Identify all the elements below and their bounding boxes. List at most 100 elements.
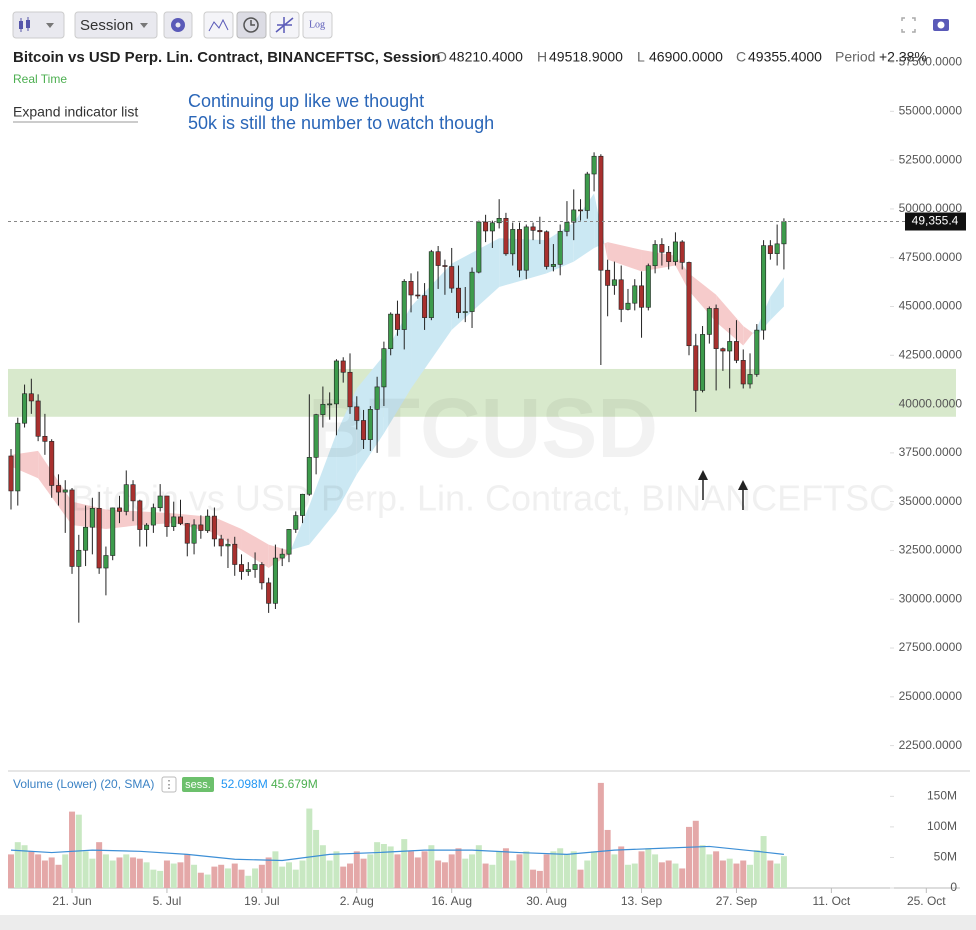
volume-bar: [170, 863, 177, 888]
volume-bar: [591, 851, 598, 888]
candle-body: [306, 457, 312, 495]
candle-body: [435, 251, 441, 266]
volume-bar: [774, 863, 781, 888]
volume-bar: [557, 848, 564, 888]
candle-body: [639, 285, 645, 308]
x-tick-label: 25. Oct: [907, 894, 946, 908]
candle-body: [510, 229, 516, 255]
candle-body: [733, 341, 739, 361]
volume-bar: [570, 851, 577, 888]
icon: [208, 18, 229, 32]
volume-bar: [747, 864, 754, 888]
volume-bar: [69, 811, 76, 888]
volume-bar: [48, 857, 55, 888]
ribbon: [336, 388, 357, 512]
indicator-button[interactable]: [203, 11, 234, 39]
ribbon: [607, 242, 642, 272]
volume-bar: [380, 844, 387, 888]
candle-body: [469, 271, 475, 312]
ribbon: [290, 505, 310, 550]
volume-bar: [584, 860, 591, 888]
fullscreen-button[interactable]: [901, 17, 916, 33]
candle-body: [489, 222, 495, 232]
candle-body: [666, 251, 672, 262]
y-tick-label: 45000.0000: [899, 299, 963, 313]
candle-body: [320, 403, 326, 415]
ohlc-value: 48210.4000: [449, 49, 523, 65]
volume-bar: [333, 851, 340, 888]
volume-bar: [604, 829, 611, 888]
candle-body: [55, 485, 61, 493]
volume-bar: [197, 872, 204, 888]
volume-bar: [374, 842, 381, 888]
log-button[interactable]: [302, 11, 333, 39]
volume-bar: [41, 860, 48, 888]
volume-bar: [719, 860, 726, 888]
ribbon: [770, 277, 784, 321]
icon: [26, 20, 30, 28]
volume-bar: [475, 845, 482, 888]
volume-bar: [272, 851, 279, 888]
volume-bar: [96, 842, 103, 888]
candle-body: [22, 393, 28, 424]
candle-body: [333, 360, 339, 405]
candle-body: [523, 226, 529, 271]
volume-bar: [252, 868, 259, 888]
volume-bar: [692, 820, 699, 888]
candle-body: [578, 209, 584, 212]
candle-body: [123, 484, 129, 512]
session-select[interactable]: [74, 11, 158, 39]
volume-bar: [672, 863, 679, 888]
candle-body: [184, 523, 190, 544]
x-tick-label: 16. Aug: [431, 894, 472, 908]
candle-body: [781, 221, 787, 245]
candle-body: [761, 245, 767, 331]
chart-type-button[interactable]: [12, 11, 65, 39]
volume-bar: [109, 860, 116, 888]
candle-body: [150, 507, 156, 526]
period-value: +2.38%: [879, 49, 927, 65]
candle-body: [611, 279, 617, 286]
candle-body: [394, 313, 400, 330]
volume-bar: [265, 857, 272, 888]
volume-bar: [530, 869, 537, 888]
volume-bar: [631, 863, 638, 888]
volume-bar: [577, 869, 584, 888]
candle-body: [706, 308, 712, 335]
volume-bar: [116, 857, 123, 888]
candle-body: [632, 285, 638, 304]
volume-bar: [441, 862, 448, 888]
legend-menu[interactable]: [161, 776, 177, 793]
candle-body: [693, 345, 699, 391]
icon: [46, 23, 54, 28]
volume-bar: [8, 854, 14, 888]
volume-bar: [780, 856, 787, 888]
candle-body: [408, 281, 414, 296]
candle-body: [747, 374, 753, 385]
volume-bar: [360, 858, 367, 888]
candle-body: [164, 495, 170, 527]
candle-body: [137, 500, 143, 530]
candle-body: [239, 564, 245, 572]
volume-bar: [231, 863, 238, 888]
volume-bar: [89, 858, 96, 888]
volume-bar: [726, 858, 733, 888]
volume-bar: [550, 851, 557, 888]
volume-bar: [28, 851, 35, 888]
volume-bar: [35, 854, 42, 888]
x-tick-label: 13. Sep: [621, 894, 663, 908]
expand-indicators[interactable]: Expand indicator list: [13, 104, 138, 120]
volume-bar: [238, 869, 245, 888]
candle-body: [293, 515, 299, 530]
volume-bar: [102, 854, 109, 888]
candle-body: [225, 543, 231, 547]
volume-bar: [313, 829, 320, 888]
ohlc-key: H: [537, 49, 547, 65]
volume-bar: [502, 848, 509, 888]
zone: [8, 368, 956, 417]
volume-bar: [686, 826, 692, 888]
candle-body: [144, 524, 150, 530]
volume-bar: [469, 854, 476, 888]
period-label: Period: [835, 49, 875, 65]
